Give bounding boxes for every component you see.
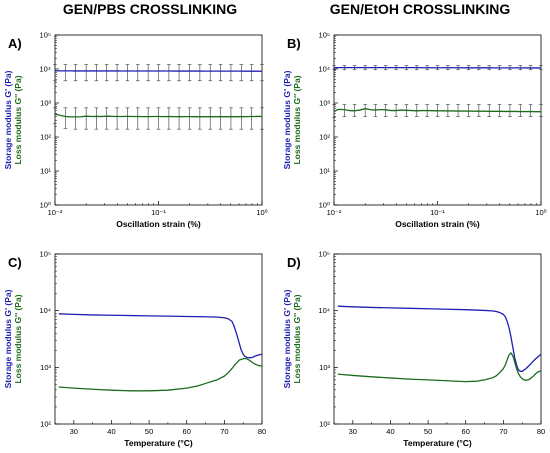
x-tick-label: 30 — [349, 427, 357, 436]
panel-label: C) — [8, 255, 22, 270]
x-tick-label: 10⁻¹ — [430, 208, 445, 217]
x-tick-label: 10⁰ — [535, 208, 546, 217]
chart-panel-4: D) 10² 10³ 10⁴ 10⁵ 30 40 50 60 70 80 Temperature (°… — [282, 250, 545, 449]
y-axis-title-storage: Storage modulus G' (Pa) — [282, 289, 292, 388]
chart-panel-3: C) 10² 10³ 10⁴ 10⁵ 30 40 50 60 70 80 Temperature (°… — [3, 250, 266, 449]
plot-frame — [333, 34, 542, 206]
x-tick-label: 60 — [462, 427, 470, 436]
x-axis-title: Temperature (°C) — [403, 438, 472, 448]
y-tick-label: 10⁰ — [319, 201, 330, 210]
y-tick-label: 10⁵ — [40, 31, 51, 40]
y-tick-label: 10⁵ — [319, 250, 330, 259]
chart-panel-1: A) 10⁰ 10¹ 10² 10³ 10⁴ 10⁵ 10⁻² 10⁻¹ 10⁰ Oscillati… — [3, 31, 268, 230]
x-tick-label: 10⁻² — [327, 208, 342, 217]
loss-modulus-series — [332, 104, 543, 118]
chart-panel-2: B) 10⁰ 10¹ 10² 10³ 10⁴ 10⁵ 10⁻² 10⁻¹ 10⁰ Oscillati… — [282, 31, 547, 230]
plot-frame — [54, 253, 263, 425]
y-tick-label: 10⁵ — [40, 250, 51, 259]
y-tick-label: 10² — [319, 133, 330, 142]
x-tick-label: 40 — [107, 427, 115, 436]
x-tick-label: 60 — [183, 427, 191, 436]
y-tick-label: 10³ — [40, 363, 51, 372]
right-column-title: GEN/EtOH CROSSLINKING — [329, 1, 511, 17]
x-axis-title: Oscillation strain (%) — [116, 219, 201, 229]
storage-modulus-series — [53, 64, 264, 82]
y-tick-label: 10² — [319, 420, 330, 429]
y-tick-label: 10⁵ — [319, 31, 330, 40]
storage-modulus-series — [332, 65, 543, 71]
y-tick-label: 10¹ — [40, 167, 51, 176]
y-axis-title-loss: Loss modulus G'' (Pa) — [292, 75, 302, 164]
panel-label: D) — [287, 255, 301, 270]
y-tick-label: 10⁴ — [318, 306, 330, 315]
x-tick-label: 10⁻¹ — [151, 208, 166, 217]
x-axis-title: Oscillation strain (%) — [395, 219, 480, 229]
y-tick-label: 10² — [40, 420, 51, 429]
y-tick-label: 10¹ — [319, 167, 330, 176]
loss-modulus-line — [333, 108, 541, 113]
x-tick-label: 50 — [424, 427, 432, 436]
y-axis-title-storage: Storage modulus G' (Pa) — [282, 70, 292, 169]
x-tick-label: 80 — [537, 427, 545, 436]
storage-modulus-line — [337, 305, 542, 372]
y-tick-label: 10⁴ — [39, 306, 51, 315]
y-axis-title-storage: Storage modulus G' (Pa) — [3, 289, 13, 388]
x-tick-label: 70 — [499, 427, 507, 436]
panel-label: A) — [8, 36, 22, 51]
y-tick-label: 10³ — [319, 99, 330, 108]
storage-modulus-series — [58, 313, 263, 359]
loss-modulus-series — [58, 357, 263, 392]
x-tick-label: 40 — [386, 427, 394, 436]
x-tick-label: 50 — [145, 427, 153, 436]
y-tick-label: 10⁰ — [40, 201, 51, 210]
x-tick-label: 10⁰ — [256, 208, 267, 217]
y-tick-label: 10³ — [40, 99, 51, 108]
y-tick-label: 10⁴ — [318, 65, 330, 74]
y-tick-label: 10² — [40, 133, 51, 142]
y-tick-label: 10⁴ — [39, 65, 51, 74]
loss-modulus-line — [58, 357, 263, 392]
x-tick-label: 30 — [70, 427, 78, 436]
loss-modulus-series — [53, 107, 264, 130]
loss-modulus-series — [337, 352, 542, 383]
y-tick-label: 10³ — [319, 363, 330, 372]
left-column-title: GEN/PBS CROSSLINKING — [62, 1, 238, 17]
x-axis-title: Temperature (°C) — [124, 438, 193, 448]
loss-modulus-line — [54, 113, 263, 118]
x-tick-label: 10⁻² — [48, 208, 63, 217]
storage-modulus-line — [58, 313, 263, 359]
y-axis-title-loss: Loss modulus G'' (Pa) — [13, 75, 23, 164]
loss-modulus-line — [337, 352, 542, 383]
storage-modulus-series — [337, 305, 542, 372]
y-axis-title-loss: Loss modulus G'' (Pa) — [13, 294, 23, 383]
panel-label: B) — [287, 36, 301, 51]
plot-frame — [333, 253, 542, 425]
y-axis-title-loss: Loss modulus G'' (Pa) — [292, 294, 302, 383]
y-axis-title-storage: Storage modulus G' (Pa) — [3, 70, 13, 169]
x-tick-label: 70 — [220, 427, 228, 436]
x-tick-label: 80 — [258, 427, 266, 436]
